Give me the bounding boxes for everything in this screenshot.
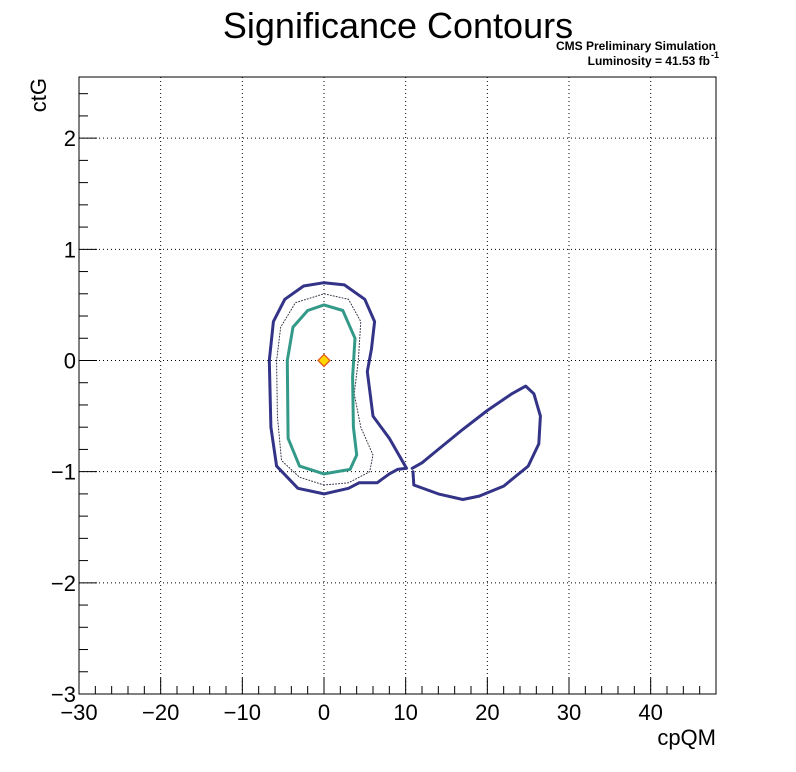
grid bbox=[79, 77, 716, 694]
x-tick-label: 40 bbox=[638, 700, 662, 725]
luminosity-text: Luminosity = 41.53 fb bbox=[588, 54, 710, 68]
y-tick-label: 1 bbox=[64, 237, 76, 262]
best-fit-marker bbox=[317, 353, 331, 368]
y-axis-title: ctG bbox=[26, 78, 51, 112]
x-tick-label: 20 bbox=[475, 700, 499, 725]
luminosity-exponent: -1 bbox=[711, 50, 719, 60]
x-tick-label: 0 bbox=[318, 700, 330, 725]
contour-inner-teal bbox=[285, 303, 359, 476]
plot-frame bbox=[78, 76, 717, 695]
x-tick-label: −10 bbox=[224, 700, 261, 725]
y-tick-label: −1 bbox=[51, 460, 76, 485]
contours bbox=[267, 281, 542, 501]
axis-ticks bbox=[78, 93, 717, 695]
y-tick-label: 2 bbox=[64, 126, 76, 151]
x-tick-label: 10 bbox=[393, 700, 417, 725]
contour-dotted bbox=[276, 293, 374, 486]
x-tick-label: −20 bbox=[142, 700, 179, 725]
x-tick-label: −30 bbox=[60, 700, 97, 725]
x-tick-label: 30 bbox=[557, 700, 581, 725]
x-axis-title: cpQM bbox=[657, 725, 716, 750]
chart-title: Significance Contours bbox=[223, 5, 573, 46]
luminosity-label: Luminosity = 41.53 fb bbox=[588, 54, 710, 68]
contour-outer-dark bbox=[267, 281, 408, 496]
y-tick-label: 0 bbox=[64, 348, 76, 373]
contour-outer-dark-right bbox=[410, 384, 542, 501]
best-fit-layer bbox=[317, 353, 331, 368]
y-tick-label: −2 bbox=[51, 571, 76, 596]
y-tick-label: −3 bbox=[51, 682, 76, 707]
cms-label: CMS Preliminary Simulation bbox=[556, 39, 716, 53]
